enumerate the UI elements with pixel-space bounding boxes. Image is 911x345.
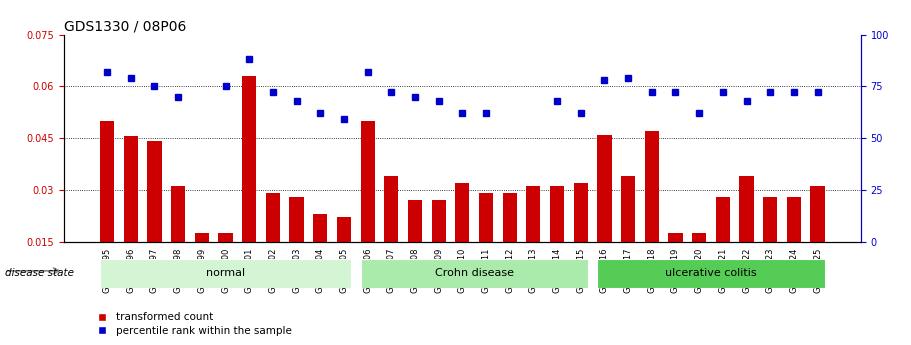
Bar xyxy=(740,176,753,293)
Bar xyxy=(266,193,280,293)
Bar xyxy=(456,183,469,293)
Bar xyxy=(337,217,351,293)
Bar xyxy=(550,186,564,293)
Bar xyxy=(645,131,659,293)
Bar xyxy=(242,76,256,293)
Text: disease state: disease state xyxy=(5,268,74,278)
Bar xyxy=(195,233,209,293)
Bar xyxy=(100,121,114,293)
Bar xyxy=(219,233,232,293)
Bar xyxy=(763,197,777,293)
Bar xyxy=(716,197,730,293)
Bar xyxy=(621,176,635,293)
Bar xyxy=(384,176,398,293)
Bar xyxy=(148,141,161,293)
Bar xyxy=(692,233,706,293)
Legend: transformed count, percentile rank within the sample: transformed count, percentile rank withi… xyxy=(87,308,296,340)
Bar xyxy=(313,214,327,293)
Text: Crohn disease: Crohn disease xyxy=(435,268,514,278)
Bar xyxy=(503,193,517,293)
Bar xyxy=(290,197,303,293)
Bar xyxy=(479,193,493,293)
Bar xyxy=(598,135,611,293)
Bar xyxy=(811,186,824,293)
Bar xyxy=(432,200,445,293)
Bar xyxy=(100,259,351,288)
Text: GDS1330 / 08P06: GDS1330 / 08P06 xyxy=(64,19,186,33)
Bar xyxy=(361,121,374,293)
Bar xyxy=(408,200,422,293)
Bar xyxy=(598,259,824,288)
Bar xyxy=(171,186,185,293)
Bar xyxy=(669,233,682,293)
Bar xyxy=(574,183,588,293)
Bar xyxy=(361,259,588,288)
Text: ulcerative colitis: ulcerative colitis xyxy=(665,268,757,278)
Text: normal: normal xyxy=(206,268,245,278)
Bar xyxy=(124,136,138,293)
Bar xyxy=(527,186,540,293)
Bar xyxy=(787,197,801,293)
